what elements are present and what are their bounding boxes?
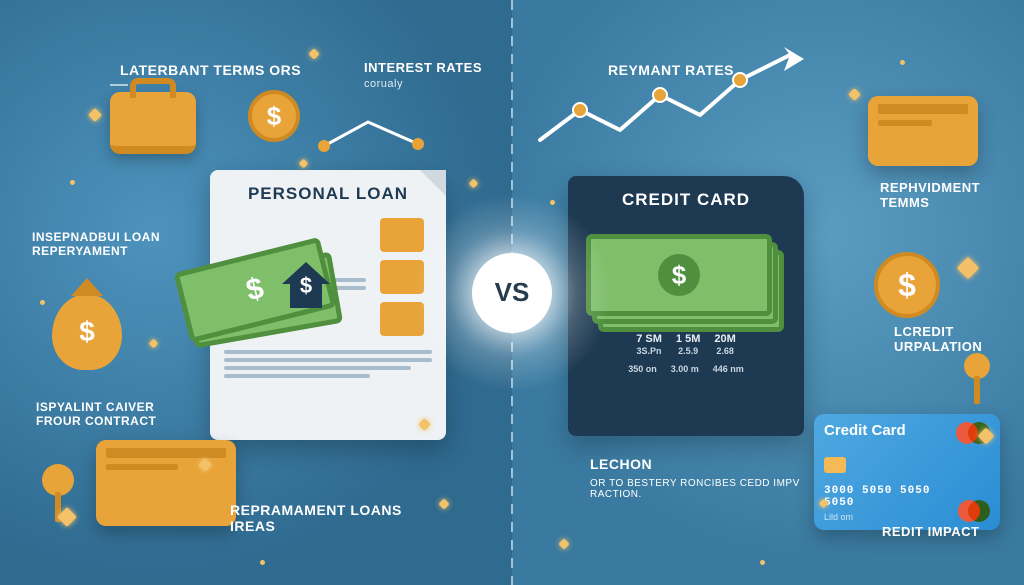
callout-label: REYMANT RATES — [608, 62, 734, 78]
callout-label: LECHON — [590, 456, 652, 472]
dot-icon — [900, 60, 905, 65]
loan-card-icon — [96, 440, 236, 526]
callout-label: OR TO BESTERY RONCIBES CEDD IMPV RACTION… — [590, 478, 810, 500]
stats-row: 350 on 3.00 m 446 nm — [582, 364, 790, 376]
dot-icon — [760, 560, 765, 565]
stat-cell: 3.00 m — [671, 364, 699, 376]
dollar-coin-icon: $ — [874, 252, 940, 318]
stat-cell: 350 on — [628, 364, 657, 376]
money-bag-icon: $ — [52, 294, 122, 370]
house-dollar-icon: $ — [278, 258, 334, 314]
card-stripe-icon — [106, 448, 226, 458]
dot-icon — [70, 180, 75, 185]
infographic-canvas: $ PERSONAL LOAN — [0, 0, 1024, 585]
doc-thumb — [380, 302, 424, 336]
callout-label: LATERBANT TERMS ORS — [120, 62, 301, 78]
card-stripe-icon — [106, 464, 178, 470]
callout-label: REDIT IMPACT — [882, 524, 979, 539]
mini-card-icon — [868, 96, 978, 166]
dot-icon — [550, 200, 555, 205]
doc-thumb — [380, 260, 424, 294]
credit-card-label: Credit Card — [824, 422, 906, 439]
dot-icon — [260, 560, 265, 565]
credit-card: Credit Card 3000 5050 5050 5050 Lild om — [814, 414, 1000, 530]
credit-card-number: 3000 5050 5050 5050 — [824, 485, 958, 509]
callout-label: INTEREST RATEScorualy — [364, 60, 494, 90]
mastercard-logo-icon — [958, 500, 990, 522]
vs-label: VS — [495, 277, 530, 308]
dollar-sign-icon: $ — [672, 260, 686, 291]
callout-label: INSEPNADBUI LOAN REPERYAMENT — [32, 230, 162, 258]
callout-label: LCREDIT URPALATION — [894, 324, 1004, 354]
callout-label: REPRAMAMENT LOANS IREAS — [230, 502, 430, 534]
stat-cell: 446 nm — [713, 364, 744, 376]
cash-stack-icon: $ — [580, 228, 790, 338]
credit-card-doc-title: CREDIT CARD — [582, 190, 790, 210]
card-chip-icon — [824, 457, 846, 473]
callout-label: REPHVIDMENT TEMMS — [880, 180, 1000, 210]
dollar-sign-icon: $ — [243, 271, 267, 308]
credit-card-sub: Lild om — [824, 512, 958, 522]
card-stripe-icon — [878, 120, 932, 126]
callout-label: ISPYALINT CAIVER FROUR CONTRACT — [36, 400, 176, 428]
card-stripe-icon — [878, 104, 968, 114]
doc-thumb — [380, 218, 424, 252]
vs-badge: VS — [472, 253, 552, 333]
dot-icon — [40, 300, 45, 305]
tree-icon — [960, 350, 994, 410]
